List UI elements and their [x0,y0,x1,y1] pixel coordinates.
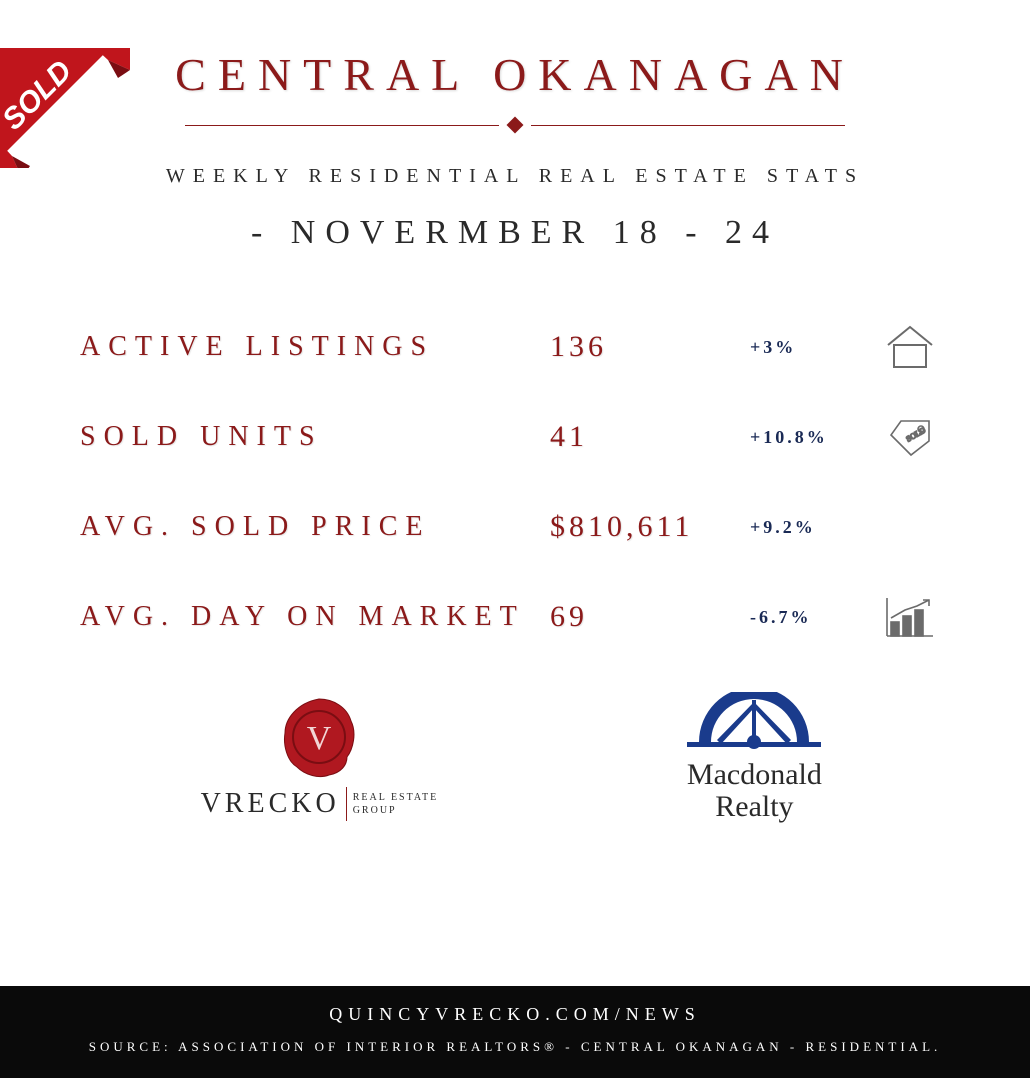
logos-row: V VRECKO REAL ESTATEGROUP Macdonald Real… [80,692,950,822]
vrecko-logo: V VRECKO REAL ESTATEGROUP [201,693,439,821]
stat-label: AVG. DAY ON MARKET [80,601,550,633]
subtitle: WEEKLY RESIDENTIAL REAL ESTATE STATS [0,165,1030,188]
stat-label: AVG. SOLD PRICE [80,511,550,543]
tag-icon: SOLD [880,415,940,459]
title-divider [185,119,845,131]
macdonald-line1: Macdonald [679,759,829,791]
stat-change: +10.8% [750,427,880,448]
footer-url: QUINCYVRECKO.COM/NEWS [0,1004,1030,1025]
macdonald-line2: Realty [679,791,829,823]
chart-icon [880,594,940,640]
stat-value: 69 [550,600,750,634]
stat-row: SOLD UNITS 41 +10.8% SOLD [80,392,970,482]
stat-row: ACTIVE LISTINGS 136 +3% [80,302,970,392]
wax-seal-icon: V [275,693,363,781]
stat-label: ACTIVE LISTINGS [80,331,550,363]
stat-value: 136 [550,330,750,364]
stat-value: $810,611 [550,510,750,544]
stat-label: SOLD UNITS [80,421,550,453]
stat-row: AVG. DAY ON MARKET 69 -6.7% [80,572,970,662]
stat-change: +3% [750,337,880,358]
sold-ribbon: SOLD [0,48,150,173]
vrecko-wordmark: VRECKO [201,788,340,820]
page-title: CENTRAL OKANAGAN [0,48,1030,101]
house-icon [880,323,940,371]
stat-value: 41 [550,420,750,454]
stat-change: -6.7% [750,607,880,628]
date-range: - NOVERMBER 18 - 24 [0,214,1030,252]
macdonald-logo: Macdonald Realty [679,692,829,822]
stat-change: +9.2% [750,517,880,538]
footer: QUINCYVRECKO.COM/NEWS SOURCE: ASSOCIATIO… [0,986,1030,1078]
footer-source: SOURCE: ASSOCIATION OF INTERIOR REALTORS… [0,1039,1030,1055]
svg-text:SOLD: SOLD [905,425,928,443]
stats-block: ACTIVE LISTINGS 136 +3% SOLD UNITS 41 +1… [80,302,970,662]
stat-row: AVG. SOLD PRICE $810,611 +9.2% [80,482,970,572]
fan-window-icon [679,692,829,750]
vrecko-tagline: REAL ESTATEGROUP [353,791,439,817]
svg-text:V: V [307,720,332,757]
